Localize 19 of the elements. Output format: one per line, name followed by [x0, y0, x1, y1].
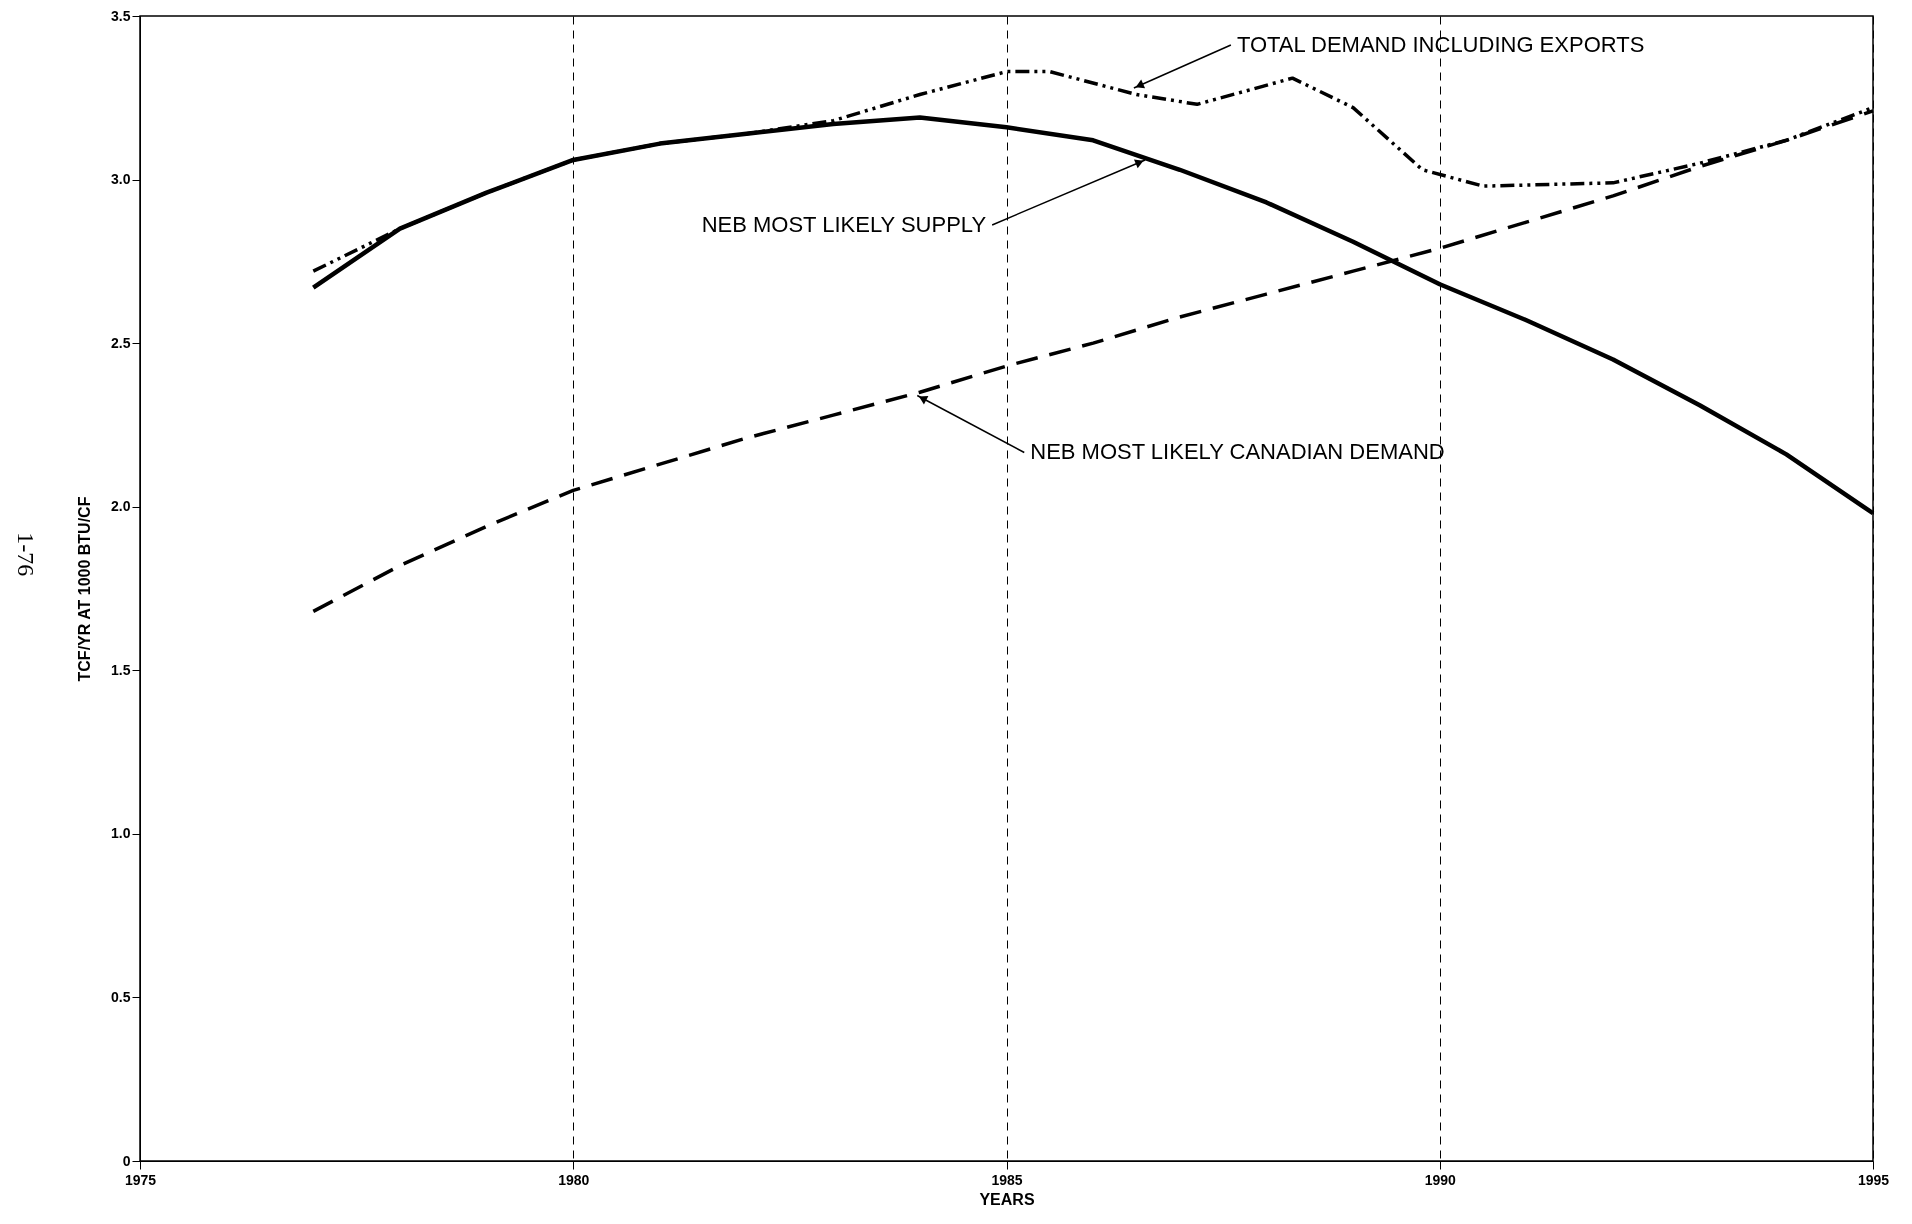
- y-tick-label: 3.0: [111, 171, 131, 188]
- annotation: NEB MOST LIKELY CANADIAN DEMAND: [1030, 439, 1445, 465]
- x-tick-label: 1995: [1857, 1171, 1890, 1188]
- text: 1-76: [13, 532, 39, 577]
- x-axis-title: YEARS: [979, 1190, 1035, 1208]
- y-tick-label: 2.5: [111, 334, 131, 351]
- y-axis-title: TCF/YR AT 1000 BTU/CF: [76, 496, 94, 682]
- y-tick-label: 1.0: [111, 825, 131, 842]
- y-tick-label: 2.0: [111, 498, 131, 515]
- x-tick-label: 1985: [991, 1171, 1023, 1188]
- x-tick-label: 1980: [558, 1171, 590, 1188]
- y-tick-label: 3.5: [111, 7, 131, 24]
- y-tick-label: 1.5: [111, 661, 131, 678]
- y-tick-label: 0.5: [111, 988, 131, 1005]
- x-tick-label: 1975: [124, 1171, 157, 1188]
- y-tick-label: 0: [122, 1152, 131, 1169]
- annotation: TOTAL DEMAND INCLUDING EXPORTS: [1236, 31, 1645, 57]
- x-tick-label: 1990: [1424, 1171, 1457, 1188]
- annotation: NEB MOST LIKELY SUPPLY: [701, 211, 987, 237]
